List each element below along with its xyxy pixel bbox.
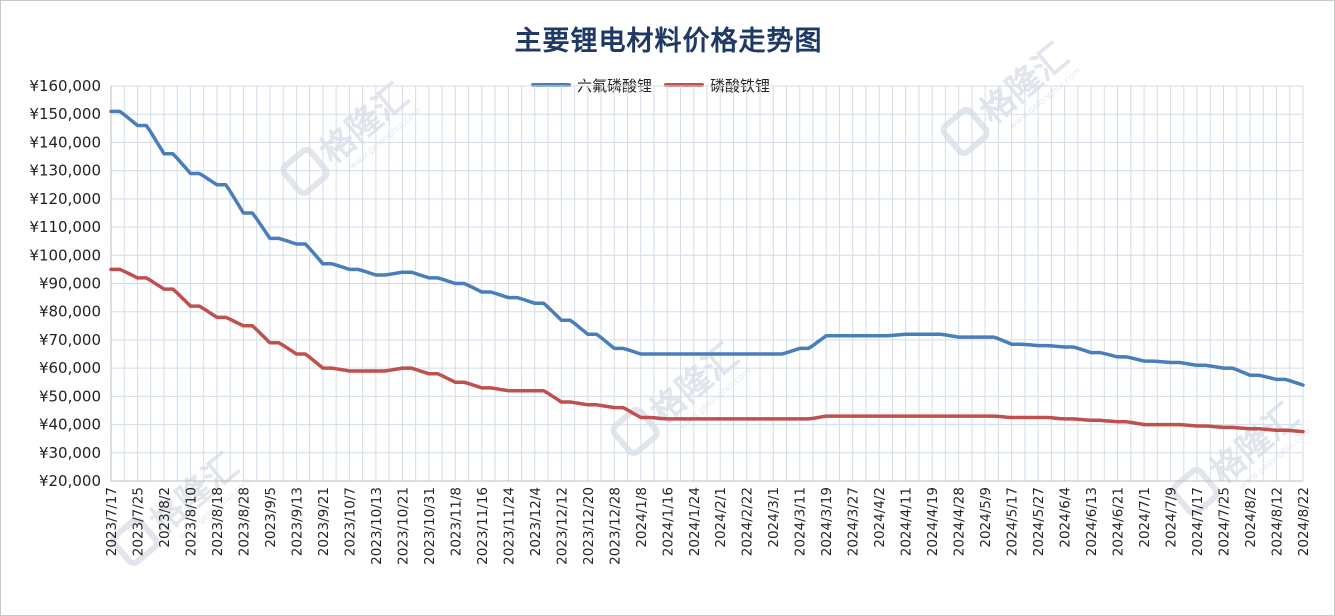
x-tick-label: 2024/5/17 bbox=[1005, 487, 1021, 556]
x-tick-label: 2023/11/24 bbox=[501, 487, 517, 565]
x-tick-label: 2023/9/13 bbox=[289, 487, 305, 556]
x-tick-label: 2023/10/31 bbox=[422, 487, 438, 565]
y-tick-label: ¥60,000 bbox=[39, 359, 101, 377]
y-tick-label: ¥20,000 bbox=[39, 472, 101, 490]
x-tick-label: 2023/7/17 bbox=[104, 487, 120, 556]
y-tick-label: ¥120,000 bbox=[29, 190, 101, 208]
x-tick-label: 2024/4/2 bbox=[872, 487, 888, 548]
x-tick-label: 2024/8/12 bbox=[1270, 487, 1286, 556]
y-tick-label: ¥130,000 bbox=[29, 162, 101, 180]
x-tick-label: 2024/5/9 bbox=[978, 487, 994, 548]
x-tick-label: 2024/6/4 bbox=[1058, 487, 1074, 548]
watermark-mark-icon bbox=[280, 146, 330, 196]
x-tick-label: 2024/2/1 bbox=[713, 487, 729, 548]
x-tick-label: 2024/7/1 bbox=[1137, 487, 1153, 548]
watermark-mark-icon bbox=[110, 516, 160, 566]
y-tick-label: ¥30,000 bbox=[39, 444, 101, 462]
legend-swatch-2 bbox=[664, 83, 705, 87]
x-tick-label: 2024/2/22 bbox=[740, 487, 756, 556]
y-tick-label: ¥90,000 bbox=[39, 275, 101, 293]
x-tick-label: 2024/8/22 bbox=[1296, 487, 1312, 556]
y-tick-label: ¥150,000 bbox=[29, 105, 101, 123]
label-layer: ¥20,000 ¥30,000 ¥40,000 ¥50,000 ¥60,000 ¥70,0… bbox=[29, 77, 1312, 565]
y-tick-label: ¥50,000 bbox=[39, 387, 101, 405]
x-tick-label: 2024/4/19 bbox=[925, 487, 941, 556]
x-tick-label: 2023/9/5 bbox=[263, 487, 279, 548]
x-tick-label: 2024/7/25 bbox=[1217, 487, 1233, 556]
x-tick-label: 2023/9/21 bbox=[316, 487, 332, 556]
chart-title: 主要锂电材料价格走势图 bbox=[514, 26, 823, 57]
y-tick-label: ¥160,000 bbox=[29, 77, 101, 95]
x-tick-label: 2024/8/2 bbox=[1243, 487, 1259, 548]
x-tick-label: 2023/12/28 bbox=[607, 487, 623, 565]
x-tick-label: 2024/4/28 bbox=[952, 487, 968, 556]
x-tick-label: 2024/4/11 bbox=[899, 487, 915, 556]
x-tick-label: 2023/12/20 bbox=[581, 487, 597, 565]
x-tick-label: 2024/1/16 bbox=[660, 487, 676, 556]
series-line-1 bbox=[109, 109, 1305, 387]
x-tick-label: 2024/1/8 bbox=[634, 487, 650, 548]
x-tick-label: 2023/8/10 bbox=[183, 487, 199, 556]
x-tick-label: 2023/8/18 bbox=[210, 487, 226, 556]
axis-layer bbox=[110, 86, 1303, 482]
x-tick-label: 2023/8/28 bbox=[236, 487, 252, 556]
x-tick-label: 2024/7/17 bbox=[1190, 487, 1206, 556]
y-tick-label: ¥40,000 bbox=[39, 416, 101, 434]
x-tick-label: 2023/11/8 bbox=[448, 487, 464, 556]
x-tick-label: 2024/1/24 bbox=[687, 487, 703, 556]
y-tick-label: ¥140,000 bbox=[29, 133, 101, 151]
y-tick-label: ¥70,000 bbox=[39, 331, 101, 349]
x-tick-label: 2024/5/27 bbox=[1031, 487, 1047, 556]
x-tick-label: 2023/10/13 bbox=[369, 487, 385, 565]
x-tick-label: 2024/3/11 bbox=[793, 487, 809, 556]
x-tick-label: 2024/7/9 bbox=[1164, 487, 1180, 548]
x-tick-label: 2023/10/21 bbox=[395, 487, 411, 565]
x-tick-label: 2023/7/25 bbox=[130, 487, 146, 556]
y-tick-label: ¥80,000 bbox=[39, 303, 101, 321]
x-tick-label: 2023/8/2 bbox=[157, 487, 173, 548]
x-tick-label: 2023/12/4 bbox=[528, 487, 544, 556]
series-layer bbox=[109, 109, 1305, 434]
series-line-2 bbox=[109, 267, 1305, 434]
watermark-mark-icon bbox=[610, 406, 660, 456]
x-tick-label: 2023/11/16 bbox=[475, 487, 491, 565]
x-tick-label: 2024/6/21 bbox=[1111, 487, 1127, 556]
x-tick-label: 2024/3/1 bbox=[766, 487, 782, 548]
x-tick-label: 2024/3/19 bbox=[819, 487, 835, 556]
x-tick-label: 2023/10/7 bbox=[342, 487, 358, 556]
x-tick-label: 2024/6/13 bbox=[1084, 487, 1100, 556]
x-tick-label: 2024/3/27 bbox=[846, 487, 862, 556]
x-tick-label: 2023/12/12 bbox=[554, 487, 570, 565]
y-tick-label: ¥100,000 bbox=[29, 246, 101, 264]
legend-swatch-1 bbox=[531, 83, 571, 87]
y-tick-label: ¥110,000 bbox=[29, 218, 101, 236]
